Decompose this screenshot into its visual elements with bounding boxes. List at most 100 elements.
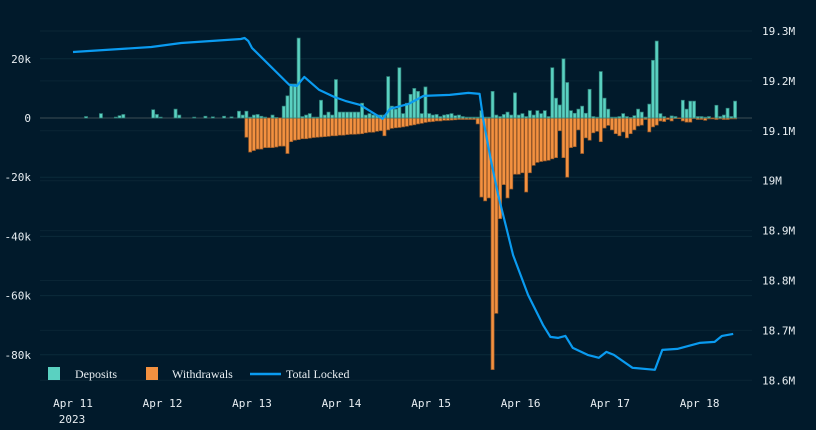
withdrawal-bar (304, 117, 309, 140)
deposit-bar (688, 100, 693, 119)
deposit-bar (490, 91, 495, 119)
deposit-bar (583, 112, 588, 119)
deposit-bar (416, 91, 420, 119)
deposit-bar (699, 116, 704, 119)
y-right-tick-label: 19.1M (762, 125, 795, 138)
deposit-bar (438, 116, 443, 119)
legend-item-total-locked[interactable]: Total Locked (250, 367, 349, 381)
deposit-bar (494, 114, 499, 119)
deposit-bar (535, 110, 540, 119)
legend-label-deposits: Deposits (75, 367, 117, 381)
deposit-bar (468, 116, 473, 119)
withdrawal-bar (408, 117, 413, 126)
withdrawal-bar (285, 117, 290, 154)
deposit-bar (528, 110, 532, 119)
deposit-bar (121, 114, 126, 119)
withdrawal-bar (251, 117, 256, 151)
deposit-bar (259, 115, 264, 119)
deposit-bar (445, 114, 450, 119)
x-tick-label: Apr 13 (232, 397, 272, 410)
withdrawal-bar (569, 117, 573, 148)
deposit-bar (572, 112, 577, 119)
y-right-tick-label: 19.3M (762, 25, 795, 38)
deposit-bar (703, 116, 708, 119)
deposit-bar (229, 116, 234, 119)
x-tick-label: Apr 16 (501, 397, 541, 410)
withdrawal-bar (654, 117, 659, 126)
deposit-bar (293, 83, 297, 119)
deposit-bar (624, 116, 629, 119)
withdrawal-bar (401, 117, 405, 128)
deposit-bar (695, 116, 700, 119)
y-left-tick-label: -40k (5, 230, 32, 243)
y-right-tick-label: 18.7M (762, 324, 795, 337)
legend-label-withdrawals: Withdrawals (172, 367, 233, 381)
deposit-bar (591, 116, 596, 119)
withdrawal-bar (501, 117, 506, 185)
withdrawal-bar (546, 117, 551, 161)
deposit-bar (419, 113, 424, 119)
legend-item-deposits[interactable]: Deposits (48, 367, 117, 381)
withdrawal-bar (580, 117, 585, 154)
x-tick-label: Apr 11 (53, 397, 93, 410)
withdrawal-bar (651, 117, 655, 128)
withdrawal-bar (326, 117, 331, 137)
withdrawal-bar (542, 117, 547, 162)
withdrawal-bar (528, 117, 532, 174)
deposit-bar (569, 110, 573, 119)
deposit-bar (222, 115, 226, 119)
withdrawal-bar (423, 117, 428, 123)
withdrawal-bar (427, 117, 432, 123)
deposit-bar (434, 114, 439, 119)
withdrawal-bar (602, 117, 607, 129)
deposit-bar (565, 82, 570, 119)
deposit-bar (554, 97, 558, 119)
y-right-tick-label: 18.8M (762, 275, 795, 288)
deposit-bar (84, 116, 88, 119)
deposit-bar (251, 114, 256, 119)
x-axis: Apr 11 Apr 12 Apr 13 Apr 14 Apr 15 Apr 16 Apr … (53, 397, 719, 410)
deposit-bar (390, 105, 394, 119)
legend-item-withdrawals[interactable]: Withdrawals (146, 367, 233, 381)
withdrawal-bar (334, 117, 338, 137)
deposit-bar (602, 97, 607, 119)
withdrawal-bar (431, 117, 435, 122)
deposit-bar (453, 115, 458, 119)
withdrawal-bar (677, 117, 682, 119)
deposit-bar (733, 100, 737, 119)
deposit-bar (397, 67, 402, 119)
deposit-bar (173, 108, 178, 119)
withdrawal-bar (710, 117, 715, 120)
deposit-bar (651, 59, 655, 119)
deposit-bar (341, 111, 346, 119)
deposit-bar (721, 114, 726, 119)
deposit-bar (673, 116, 678, 119)
withdrawal-bar (639, 117, 644, 126)
withdrawal-bar (516, 117, 521, 175)
deposit-bar (393, 108, 398, 119)
deposit-bar (363, 114, 368, 119)
deposit-bar (680, 99, 685, 119)
deposit-bar (628, 117, 633, 119)
total-locked-line (72, 36, 734, 371)
deposit-bar (658, 113, 663, 119)
withdrawal-bar (319, 117, 323, 138)
deposit-bar (654, 40, 659, 119)
withdrawal-bar (330, 117, 335, 137)
withdrawal-bar (367, 117, 372, 133)
y-left-tick-label: 0 (24, 112, 31, 125)
withdrawal-bar (561, 117, 566, 159)
deposit-bar (516, 114, 521, 119)
deposit-bar (595, 116, 599, 119)
deposit-bar (550, 67, 555, 119)
deposit-bar (300, 116, 305, 119)
y-left-tick-label: -20k (5, 171, 32, 184)
deposit-bar (322, 114, 327, 119)
deposit-bar (352, 111, 357, 119)
deposit-bar (274, 117, 279, 119)
deposit-bar (151, 109, 156, 119)
withdrawal-bar (434, 117, 439, 122)
deposit-bar (281, 105, 286, 119)
withdrawal-bar (479, 117, 484, 198)
withdrawal-bar (311, 117, 316, 138)
